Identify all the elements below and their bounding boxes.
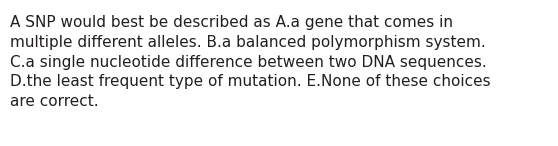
- Text: A SNP would best be described as A.a gene that comes in
multiple different allel: A SNP would best be described as A.a gen…: [10, 15, 490, 109]
